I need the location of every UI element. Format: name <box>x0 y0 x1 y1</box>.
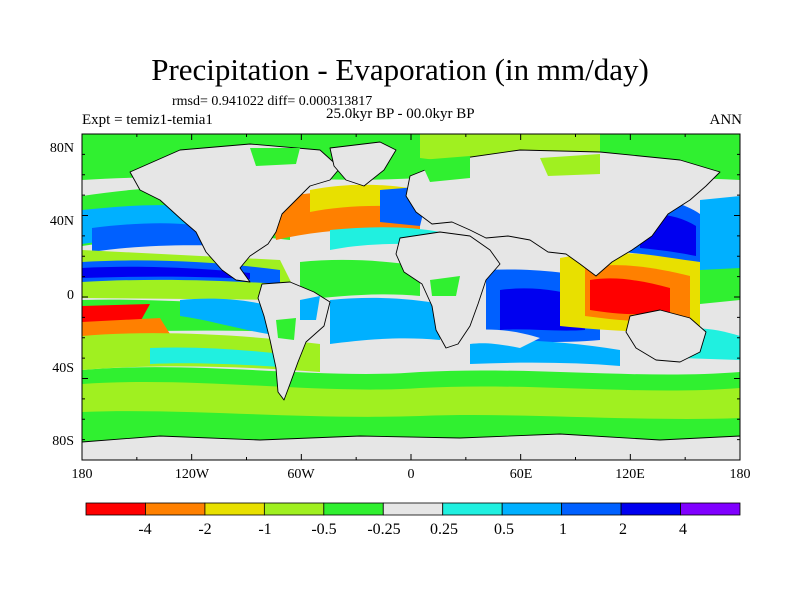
colorbar-swatch <box>680 502 741 516</box>
north-america <box>129 143 341 283</box>
colorbar <box>85 502 741 516</box>
lat-tick-label-40n: 40N <box>49 214 74 229</box>
colorbar-swatch <box>442 502 503 516</box>
lat-tick-label-80s: 80S <box>52 434 74 449</box>
colorbar-swatch <box>204 502 265 516</box>
season-label: ANN <box>709 112 743 128</box>
colorbar-swatch <box>561 502 622 516</box>
colorbar-label: -2 <box>198 521 212 538</box>
lon-tick-label-0: 0 <box>407 467 415 482</box>
colorbar-swatch <box>85 502 146 516</box>
period-label: 25.0kyr BP - 00.0kyr BP <box>326 106 475 122</box>
lon-tick-label-180w: 180 <box>71 467 93 482</box>
colorbar-label: -1 <box>258 521 272 538</box>
colorbar-swatch <box>382 502 444 516</box>
rmsd-diff-stats: rmsd= 0.941022 diff= 0.000313817 <box>172 94 373 109</box>
lon-tick-label-120w: 120W <box>174 467 210 482</box>
colorbar-swatch <box>145 502 206 516</box>
colorbar-swatch <box>501 502 563 516</box>
colorbar-label: 4 <box>679 521 687 538</box>
lat-tick-label-40s: 40S <box>52 361 74 376</box>
colorbar-label: 0.5 <box>494 521 514 538</box>
longitude-ticks <box>81 134 741 460</box>
lon-tick-label-60e: 60E <box>509 467 533 482</box>
lat-tick-label-80n: 80N <box>49 141 74 156</box>
australia <box>625 309 707 363</box>
colorbar-label: 0.25 <box>430 521 458 538</box>
greenland <box>329 141 397 187</box>
chart-title: Precipitation - Evaporation (in mm/day) <box>151 52 649 87</box>
lon-tick-label-180e: 180 <box>729 467 751 482</box>
colorbar-label: -0.25 <box>367 521 401 538</box>
antarctica <box>82 433 740 460</box>
lon-tick-label-120e: 120E <box>615 467 645 482</box>
map-field <box>82 134 740 460</box>
continents <box>82 141 740 460</box>
eurasia <box>405 149 721 277</box>
colorbar-label: -0.5 <box>311 521 337 538</box>
colorbar-label: 1 <box>559 521 567 538</box>
colorbar-swatch <box>620 502 681 516</box>
colorbar-label: 2 <box>619 521 627 538</box>
colorbar-label: -4 <box>138 521 152 538</box>
latitude-ticks <box>82 133 740 461</box>
colorbar-swatch <box>323 502 384 516</box>
colorbar-swatch <box>263 502 325 516</box>
lon-tick-label-60w: 60W <box>287 467 315 482</box>
land-anomaly-spots <box>250 148 600 340</box>
lat-tick-label-eq: 0 <box>67 288 74 303</box>
experiment-label: Expt = temiz1-temia1 <box>82 112 213 128</box>
